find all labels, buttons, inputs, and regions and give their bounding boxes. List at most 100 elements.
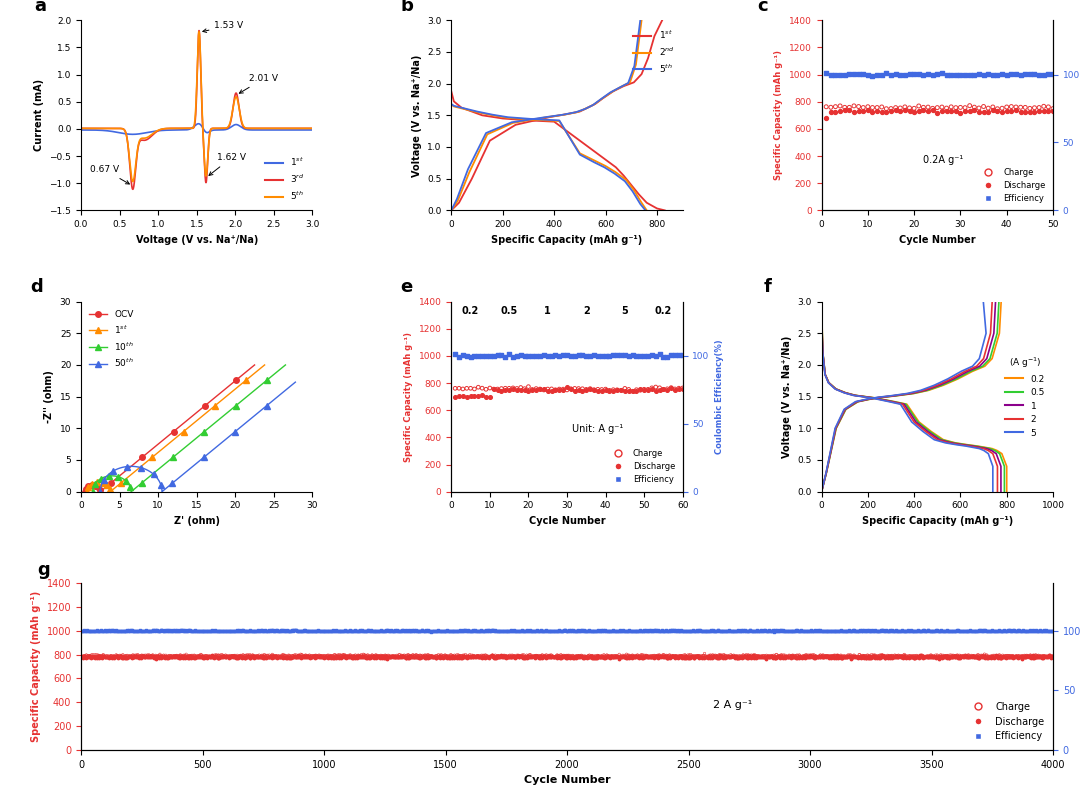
Point bbox=[551, 624, 568, 637]
Point bbox=[432, 624, 449, 637]
Point bbox=[651, 650, 669, 663]
Point bbox=[896, 101, 914, 114]
Point bbox=[754, 650, 771, 663]
Point bbox=[491, 624, 509, 637]
Point bbox=[477, 383, 495, 396]
Point bbox=[743, 624, 760, 637]
Point bbox=[85, 650, 103, 663]
Point bbox=[770, 649, 787, 662]
Point bbox=[1034, 624, 1051, 637]
Point bbox=[959, 624, 976, 637]
Point bbox=[486, 650, 503, 663]
Point bbox=[624, 651, 642, 664]
Point bbox=[159, 651, 176, 664]
Point bbox=[477, 624, 495, 637]
Point bbox=[563, 382, 580, 395]
Point bbox=[792, 650, 809, 663]
Point bbox=[1038, 624, 1055, 637]
Point bbox=[308, 650, 325, 663]
Point bbox=[737, 624, 754, 637]
Point bbox=[597, 383, 615, 396]
Point bbox=[933, 624, 950, 637]
Point bbox=[635, 624, 652, 637]
Point bbox=[186, 651, 203, 664]
Point bbox=[674, 383, 691, 396]
Point bbox=[348, 650, 365, 663]
Point bbox=[146, 650, 163, 663]
Point bbox=[797, 650, 814, 663]
Point bbox=[860, 68, 877, 81]
Point bbox=[203, 624, 220, 637]
Point bbox=[1023, 624, 1040, 637]
Point bbox=[565, 624, 582, 637]
Point bbox=[653, 624, 671, 637]
Point bbox=[531, 624, 549, 637]
Point bbox=[661, 651, 678, 664]
Point bbox=[444, 650, 461, 663]
Point bbox=[531, 350, 549, 363]
Point bbox=[473, 650, 490, 663]
Point bbox=[904, 650, 921, 663]
Point bbox=[908, 650, 926, 663]
Point bbox=[117, 650, 134, 663]
Point bbox=[848, 624, 865, 637]
Point bbox=[218, 650, 235, 663]
Point bbox=[433, 624, 450, 637]
Point bbox=[321, 650, 338, 663]
Point bbox=[262, 651, 280, 664]
Point bbox=[806, 651, 823, 664]
Point bbox=[868, 624, 886, 637]
Point bbox=[801, 649, 819, 662]
Point bbox=[424, 650, 442, 663]
Point bbox=[922, 624, 940, 637]
Point bbox=[883, 624, 901, 637]
Point bbox=[592, 624, 609, 637]
Point bbox=[557, 649, 575, 662]
Point bbox=[802, 650, 820, 663]
Point bbox=[422, 650, 440, 663]
Point bbox=[135, 649, 152, 662]
Point bbox=[642, 624, 659, 637]
Point bbox=[739, 649, 756, 662]
Point bbox=[927, 624, 944, 637]
Point bbox=[432, 649, 449, 662]
Point bbox=[489, 650, 507, 663]
Point bbox=[461, 650, 478, 663]
Point bbox=[202, 650, 219, 663]
Point bbox=[949, 624, 967, 637]
Point bbox=[159, 624, 176, 637]
Point bbox=[503, 650, 521, 663]
Point bbox=[664, 650, 681, 663]
Point bbox=[285, 649, 302, 662]
Point bbox=[377, 650, 394, 663]
Point bbox=[691, 650, 708, 663]
Point bbox=[890, 624, 907, 637]
Point bbox=[750, 650, 767, 663]
Point bbox=[896, 624, 914, 637]
Point bbox=[429, 650, 446, 663]
Point bbox=[626, 624, 644, 637]
Point bbox=[453, 650, 470, 663]
Point bbox=[249, 650, 267, 663]
Point bbox=[887, 624, 904, 637]
Point bbox=[951, 624, 969, 637]
Point bbox=[168, 624, 186, 637]
Point bbox=[988, 650, 1005, 663]
Point bbox=[860, 650, 877, 663]
Point bbox=[72, 650, 90, 663]
Point bbox=[1012, 650, 1029, 663]
Point bbox=[683, 624, 700, 637]
Point bbox=[387, 624, 404, 637]
Point bbox=[249, 650, 267, 663]
Point bbox=[755, 649, 772, 662]
Point bbox=[864, 650, 881, 663]
Point bbox=[513, 649, 530, 662]
Point bbox=[862, 650, 879, 663]
Point bbox=[235, 651, 253, 664]
Point bbox=[92, 624, 109, 637]
Point bbox=[393, 624, 410, 637]
Point bbox=[599, 650, 617, 663]
Point bbox=[119, 651, 136, 664]
Point bbox=[1044, 624, 1062, 637]
Point bbox=[707, 650, 725, 663]
